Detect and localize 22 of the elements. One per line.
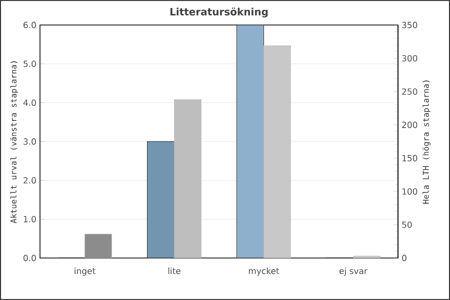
y-tick-label: 0.0 bbox=[24, 254, 36, 262]
y2-tick-label: 0 bbox=[402, 254, 406, 262]
x-tick-label: mycket bbox=[248, 268, 280, 276]
y2-tick-label: 150 bbox=[402, 154, 418, 162]
chart-title: Litteratursökning bbox=[170, 8, 268, 18]
y2-tick-label: 300 bbox=[402, 55, 418, 62]
y-tick-label: 6.0 bbox=[24, 22, 36, 28]
y-tick-label: 3.0 bbox=[24, 138, 36, 145]
y2-tick-label: 100 bbox=[402, 188, 418, 195]
x-tick-label: inget bbox=[74, 268, 96, 276]
y-tick-label: 5.0 bbox=[24, 60, 36, 68]
y-tick-label: 1.0 bbox=[24, 216, 36, 222]
y2-tick-label: 50 bbox=[402, 222, 412, 228]
y-tick-label: 4.0 bbox=[23, 99, 36, 106]
y-axis-title: Aktuellt urval (vänstra staplarna) bbox=[10, 61, 18, 224]
y2-tick-label: 200 bbox=[402, 122, 418, 128]
y-tick-label: 2.0 bbox=[24, 177, 36, 184]
y2-axis-title: Hela LTH (högra staplarna) bbox=[422, 80, 430, 204]
x-tick-label: lite bbox=[168, 268, 180, 274]
y2-tick-label: 350 bbox=[402, 22, 418, 28]
x-tick-label: ej svar bbox=[339, 268, 368, 276]
y2-tick-label: 250 bbox=[402, 88, 418, 95]
